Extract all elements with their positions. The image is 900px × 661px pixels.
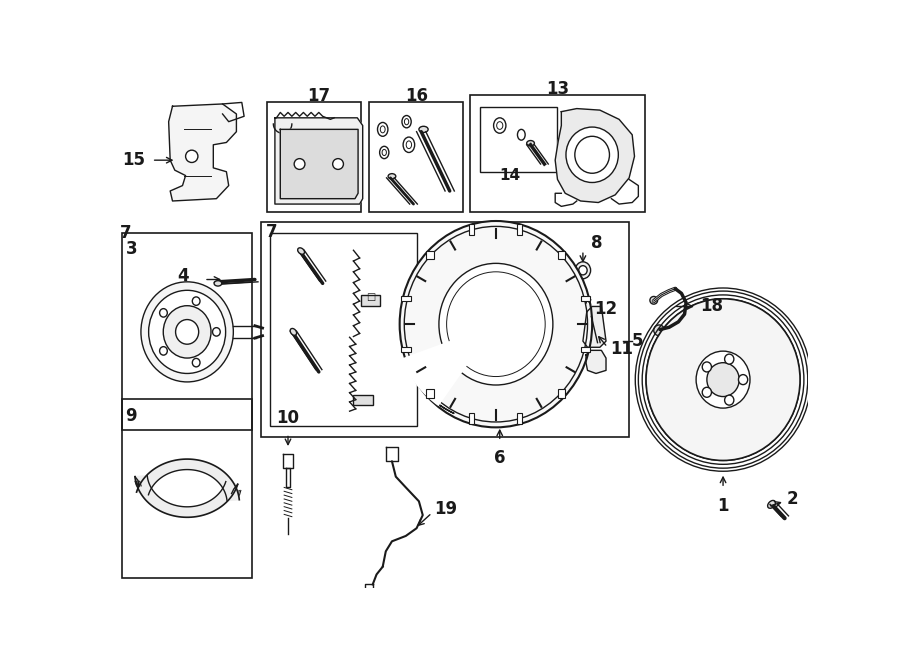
FancyBboxPatch shape bbox=[361, 295, 381, 305]
Ellipse shape bbox=[193, 297, 200, 305]
Ellipse shape bbox=[298, 248, 304, 254]
Text: 9: 9 bbox=[125, 407, 137, 425]
Polygon shape bbox=[137, 459, 239, 500]
Circle shape bbox=[653, 325, 664, 336]
Bar bbox=[369, 102, 463, 212]
Ellipse shape bbox=[724, 354, 733, 364]
Ellipse shape bbox=[566, 127, 618, 182]
Text: 6: 6 bbox=[494, 449, 506, 467]
FancyBboxPatch shape bbox=[401, 347, 411, 352]
Ellipse shape bbox=[646, 299, 800, 461]
Ellipse shape bbox=[141, 282, 233, 382]
FancyBboxPatch shape bbox=[518, 225, 522, 235]
Text: 7: 7 bbox=[266, 223, 277, 241]
FancyBboxPatch shape bbox=[557, 389, 565, 397]
Text: 11: 11 bbox=[610, 340, 633, 358]
Ellipse shape bbox=[214, 281, 221, 286]
Bar bbox=[122, 399, 252, 578]
Text: 7: 7 bbox=[120, 224, 131, 243]
Text: 4: 4 bbox=[177, 268, 189, 286]
FancyBboxPatch shape bbox=[518, 413, 522, 424]
Bar bbox=[270, 233, 417, 426]
Bar bbox=[261, 222, 629, 438]
Text: 17: 17 bbox=[307, 87, 330, 105]
Bar bbox=[471, 95, 644, 212]
Text: 16: 16 bbox=[405, 87, 428, 105]
Ellipse shape bbox=[575, 262, 590, 279]
Ellipse shape bbox=[696, 351, 750, 408]
FancyBboxPatch shape bbox=[354, 395, 373, 405]
Ellipse shape bbox=[724, 395, 733, 405]
FancyBboxPatch shape bbox=[470, 225, 474, 235]
FancyBboxPatch shape bbox=[470, 413, 474, 424]
Polygon shape bbox=[280, 130, 358, 199]
Circle shape bbox=[650, 297, 658, 304]
Polygon shape bbox=[583, 307, 606, 347]
Bar bbox=[267, 102, 361, 212]
Wedge shape bbox=[401, 324, 496, 406]
Ellipse shape bbox=[702, 387, 712, 397]
Ellipse shape bbox=[163, 305, 211, 358]
Text: 18: 18 bbox=[700, 297, 723, 315]
FancyBboxPatch shape bbox=[580, 296, 590, 301]
Text: 14: 14 bbox=[500, 168, 520, 183]
Text: 15: 15 bbox=[122, 151, 146, 169]
FancyBboxPatch shape bbox=[557, 251, 565, 259]
FancyBboxPatch shape bbox=[427, 251, 435, 259]
Circle shape bbox=[185, 150, 198, 163]
Ellipse shape bbox=[768, 500, 776, 508]
Text: 19: 19 bbox=[435, 500, 457, 518]
Polygon shape bbox=[586, 350, 606, 373]
FancyBboxPatch shape bbox=[401, 296, 411, 301]
Ellipse shape bbox=[290, 329, 297, 335]
Text: 5: 5 bbox=[632, 332, 644, 350]
Text: 13: 13 bbox=[546, 79, 569, 98]
Ellipse shape bbox=[579, 266, 587, 275]
Ellipse shape bbox=[418, 126, 428, 132]
Ellipse shape bbox=[439, 263, 553, 385]
Ellipse shape bbox=[706, 363, 739, 397]
Text: 2: 2 bbox=[787, 490, 798, 508]
Ellipse shape bbox=[702, 362, 712, 372]
Ellipse shape bbox=[193, 358, 200, 367]
Bar bbox=[480, 107, 557, 172]
FancyBboxPatch shape bbox=[580, 347, 590, 352]
Text: 1: 1 bbox=[717, 498, 729, 516]
Wedge shape bbox=[415, 381, 454, 414]
Text: 10: 10 bbox=[276, 409, 300, 428]
Ellipse shape bbox=[738, 375, 748, 385]
Ellipse shape bbox=[400, 221, 592, 428]
Circle shape bbox=[294, 159, 305, 169]
FancyBboxPatch shape bbox=[427, 389, 435, 397]
Ellipse shape bbox=[148, 290, 226, 373]
Polygon shape bbox=[135, 476, 238, 518]
Ellipse shape bbox=[388, 174, 396, 179]
Bar bbox=[122, 233, 252, 430]
Ellipse shape bbox=[159, 346, 167, 355]
Text: 12: 12 bbox=[594, 300, 616, 318]
Ellipse shape bbox=[176, 319, 199, 344]
Ellipse shape bbox=[526, 141, 535, 146]
Ellipse shape bbox=[212, 328, 220, 336]
Text: □: □ bbox=[366, 292, 376, 302]
Ellipse shape bbox=[159, 309, 167, 317]
Polygon shape bbox=[555, 108, 634, 202]
Circle shape bbox=[333, 159, 344, 169]
Polygon shape bbox=[168, 104, 237, 201]
Text: 3: 3 bbox=[125, 240, 137, 258]
Polygon shape bbox=[274, 118, 363, 204]
Text: 8: 8 bbox=[590, 233, 602, 252]
